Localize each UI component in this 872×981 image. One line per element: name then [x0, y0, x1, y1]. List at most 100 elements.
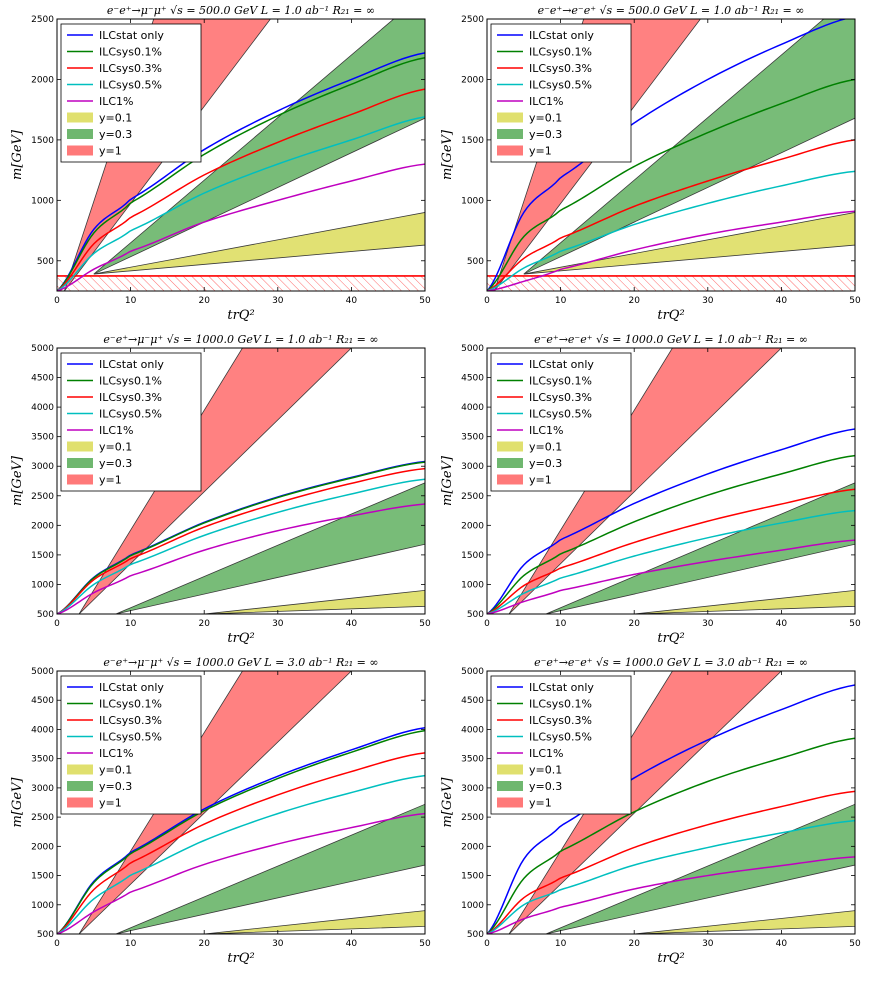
x-tick-label: 0 — [484, 939, 490, 949]
legend-swatch — [67, 474, 93, 485]
y-tick-label: 3500 — [461, 755, 484, 765]
legend-label: ILCstat only — [529, 358, 594, 371]
x-tick-label: 50 — [419, 619, 431, 629]
y-tick-label: 500 — [467, 257, 484, 267]
legend-label: ILCstat only — [99, 358, 164, 371]
x-tick-label: 30 — [702, 939, 714, 949]
band-y01 — [204, 910, 425, 934]
axes-frame — [56, 670, 426, 935]
chart-panel-6: 0 10 20 30 40 50 500 1000 1500 2000 2500 3000 3500 40… — [440, 656, 861, 966]
legend: ILCstat only ILCsys0.1% ILCsys0.3% ILCsys0.… — [490, 23, 632, 163]
x-axis-label: trQ² — [657, 631, 684, 646]
band-y03 — [523, 19, 855, 275]
legend-label: y=0.3 — [529, 457, 562, 470]
legend-label: y=0.1 — [99, 112, 132, 125]
legend-swatch — [497, 145, 523, 156]
y-axis-label: m[GeV] — [440, 129, 455, 180]
x-tick-label: 10 — [125, 939, 137, 949]
x-tick-label: 40 — [776, 619, 788, 629]
y-tick-label: 500 — [467, 610, 484, 620]
series-ILC1 — [57, 503, 425, 614]
legend-label: ILCsys0.1% — [529, 46, 592, 59]
legend-swatch — [497, 764, 523, 775]
legend-swatch — [497, 112, 523, 123]
x-tick-label: 10 — [555, 939, 567, 949]
legend-swatch — [497, 458, 523, 468]
y-tick-label: 4500 — [31, 374, 54, 384]
legend: ILCstat only ILCsys0.1% ILCsys0.3% ILCsys0.… — [60, 675, 202, 815]
legend-label: ILC1% — [529, 95, 564, 108]
x-tick-label: 10 — [125, 619, 137, 629]
band-y01 — [634, 910, 855, 934]
x-tick-label: 0 — [484, 619, 490, 629]
series-ILC1 — [487, 539, 855, 614]
legend-label: ILCstat only — [99, 681, 164, 694]
band-y01 — [204, 589, 425, 614]
series-ILC1 — [487, 210, 855, 291]
legend-label: y=0.1 — [99, 441, 132, 454]
y-axis-label: m[GeV] — [440, 455, 455, 506]
axes-frame — [486, 347, 856, 615]
band-y01 — [634, 589, 855, 614]
plot-area — [57, 348, 425, 614]
legend-label: ILCsys0.3% — [529, 714, 592, 727]
band-y03 — [115, 482, 425, 614]
legend-label: y=0.3 — [99, 457, 132, 470]
x-tick-label: 50 — [849, 939, 861, 949]
legend: ILCstat only ILCsys0.1% ILCsys0.3% ILCsys0.… — [490, 675, 632, 815]
x-tick-label: 40 — [346, 296, 358, 306]
legend-label: ILCstat only — [529, 29, 594, 42]
x-axis-label: trQ² — [227, 308, 254, 323]
legend-swatch — [497, 474, 523, 485]
legend-label: ILCsys0.5% — [99, 79, 162, 92]
x-tick-label: 30 — [272, 939, 284, 949]
x-axis-label: trQ² — [227, 631, 254, 646]
legend-label: y=0.1 — [529, 112, 562, 125]
x-tick-label: 20 — [198, 296, 210, 306]
series-ILCsys03 — [487, 488, 855, 614]
y-tick-label: 500 — [467, 930, 484, 940]
x-tick-label: 20 — [198, 619, 210, 629]
y-tick-label: 2500 — [461, 15, 484, 25]
legend-label: ILCsys0.3% — [99, 391, 162, 404]
y-tick-label: 3500 — [31, 755, 54, 765]
series-ILCsys05 — [487, 819, 855, 934]
legend-label: y=0.1 — [529, 441, 562, 454]
y-axis-label: m[GeV] — [10, 129, 25, 180]
y-axis-label: m[GeV] — [440, 777, 455, 828]
y-tick-label: 1500 — [461, 872, 484, 882]
x-tick-label: 50 — [849, 296, 861, 306]
plot-area — [487, 19, 855, 291]
legend-label: ILCsys0.3% — [529, 391, 592, 404]
series-ILCsys01 — [487, 78, 855, 291]
legend-label: ILCsys0.3% — [99, 62, 162, 75]
axes-frame — [486, 18, 856, 292]
y-tick-label: 1000 — [31, 196, 54, 206]
band-y01 — [523, 212, 855, 275]
chart-panel-3: 0 10 20 30 40 50 500 1000 1500 2000 2500 3000 3500 40… — [10, 333, 431, 646]
y-tick-label: 4500 — [31, 696, 54, 706]
legend-swatch — [67, 781, 93, 791]
y-tick-label: 4500 — [461, 374, 484, 384]
x-tick-label: 0 — [54, 939, 60, 949]
legend-label: y=1 — [99, 145, 122, 158]
legend-label: ILCsys0.5% — [99, 408, 162, 421]
series-ILC1 — [487, 856, 855, 934]
legend-label: ILCsys0.1% — [99, 698, 162, 711]
x-axis-label: trQ² — [657, 951, 684, 966]
y-tick-label: 2000 — [461, 842, 484, 852]
series-ILCsys01 — [487, 454, 855, 614]
legend-label: ILCsys0.3% — [99, 714, 162, 727]
legend-label: ILC1% — [529, 424, 564, 437]
excluded-region — [487, 275, 855, 291]
y-tick-label: 4000 — [461, 725, 484, 735]
legend: ILCstat only ILCsys0.1% ILCsys0.3% ILCsys0.… — [490, 352, 632, 492]
chart-panel-1: 0 10 20 30 40 50 500 1000 1500 2000 2500 e⁻e⁺→μ⁻μ⁺ … — [10, 4, 431, 323]
series-ILC1 — [57, 812, 425, 934]
legend-swatch — [497, 129, 523, 139]
x-axis-label: trQ² — [227, 951, 254, 966]
y-tick-label: 2000 — [461, 521, 484, 531]
legend-swatch — [67, 441, 93, 452]
legend-label: ILC1% — [99, 424, 134, 437]
